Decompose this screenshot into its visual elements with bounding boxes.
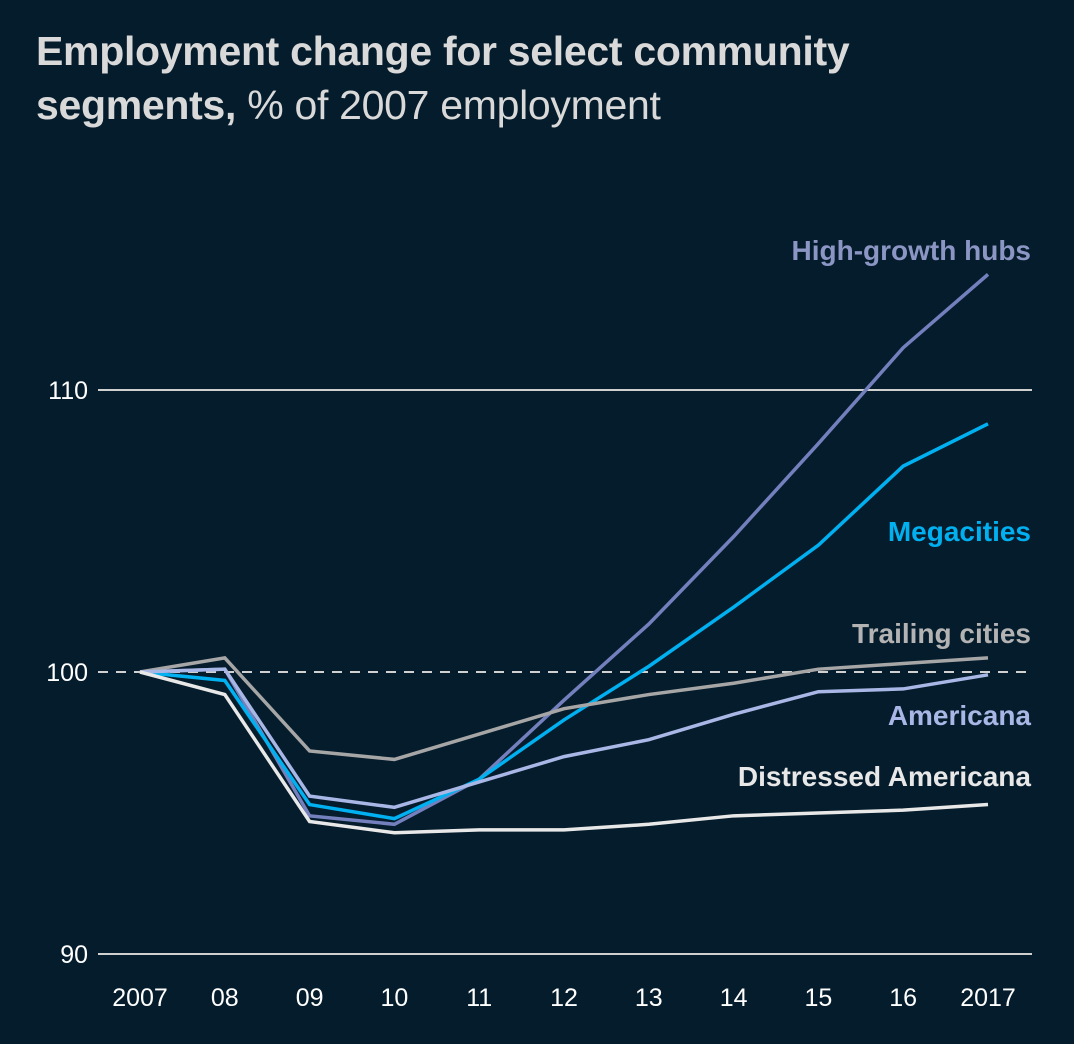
chart-title-main: Employment change for select community s… <box>36 28 850 128</box>
x-tick-label: 10 <box>380 984 408 1012</box>
chart-title-unit: % of 2007 employment <box>236 82 661 128</box>
x-tick-label: 14 <box>720 984 748 1012</box>
series-line-high-growth-hubs <box>139 273 990 827</box>
series-line-megacities <box>139 422 989 821</box>
series-lines <box>139 273 990 835</box>
x-tick-label: 08 <box>211 984 239 1012</box>
series-line-distressed-americana <box>139 670 989 835</box>
gridlines <box>98 389 1032 955</box>
y-axis-ticks: 90 100 110 <box>46 377 88 969</box>
x-tick-label: 09 <box>296 984 324 1012</box>
series-label-megacities: Megacities <box>888 516 1031 547</box>
series-label-high-growth-hubs: High-growth hubs <box>791 235 1031 266</box>
x-tick-label: 12 <box>550 984 578 1012</box>
y-tick-label: 110 <box>48 377 88 405</box>
x-tick-label: 11 <box>466 984 492 1012</box>
chart-title: Employment change for select community s… <box>36 24 1036 132</box>
x-axis-ticks: 2007 08 09 10 11 12 13 14 15 16 2017 <box>112 984 1016 1012</box>
y-tick-label: 100 <box>46 659 88 687</box>
y-tick-label: 90 <box>60 941 88 969</box>
x-tick-label: 2007 <box>112 984 168 1012</box>
series-label-distressed-americana: Distressed Americana <box>738 761 1032 792</box>
series-labels: High-growth hubs Megacities Trailing citie… <box>738 235 1032 792</box>
series-line-americana <box>139 667 989 810</box>
series-line-trailing-cities <box>139 656 989 762</box>
series-label-trailing-cities: Trailing cities <box>852 618 1031 649</box>
x-tick-label: 16 <box>889 984 917 1012</box>
x-tick-label: 13 <box>635 984 663 1012</box>
series-label-americana: Americana <box>888 700 1032 731</box>
x-tick-label: 2017 <box>960 984 1016 1012</box>
x-tick-label: 15 <box>804 984 832 1012</box>
